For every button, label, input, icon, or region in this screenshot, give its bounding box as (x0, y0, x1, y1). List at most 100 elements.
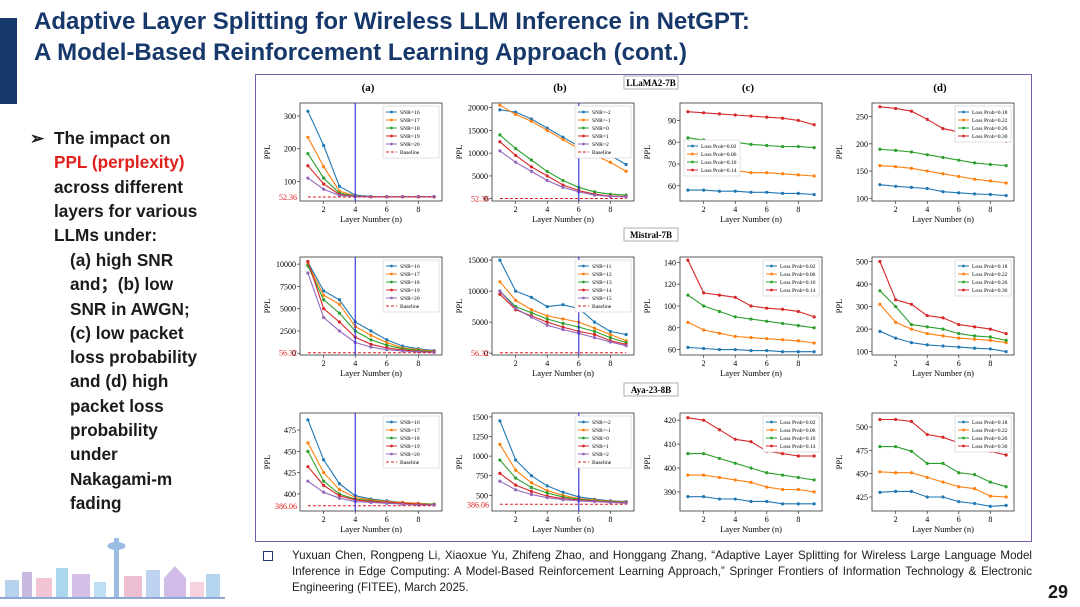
data-point (878, 470, 882, 474)
column-label: (c) (742, 82, 755, 94)
data-point (385, 340, 389, 345)
data-point (592, 329, 597, 334)
data-point (733, 334, 737, 339)
data-point (545, 496, 549, 500)
data-point (909, 322, 914, 327)
citation-text: Yuxuan Chen, Rongpeng Li, Xiaoxue Yu, Zh… (292, 549, 1032, 594)
legend-entry: Loss Prob=0.02 (701, 144, 737, 150)
x-axis-label: Layer Number (n) (532, 524, 594, 534)
model-label: Mistral-7B (630, 230, 672, 240)
data-point (878, 417, 882, 422)
data-point (514, 112, 518, 116)
legend-entry: Loss Prob=0.30 (972, 134, 1008, 140)
model-label: LLaMA2-7B (626, 78, 676, 88)
y-tick-label: 100 (664, 302, 676, 311)
data-point (925, 475, 929, 479)
data-point (878, 147, 882, 151)
data-point (957, 158, 961, 162)
data-point (561, 183, 565, 187)
figure-panel: (a) (b) (c) (d) LLaMA2-7B Mistral-7B Aya-23-8B… (255, 74, 1032, 542)
data-point (529, 117, 534, 121)
data-point (1004, 181, 1008, 185)
x-axis-label: Layer Number (n) (340, 524, 402, 534)
x-tick-label: 8 (608, 359, 612, 368)
legend-marker (770, 264, 773, 268)
data-point (702, 452, 706, 456)
data-point (561, 317, 565, 321)
data-point (624, 332, 628, 337)
y-tick-label: 400 (664, 464, 676, 473)
legend-marker (770, 428, 773, 432)
y-tick-label: 200 (856, 140, 868, 149)
data-point (306, 465, 310, 469)
legend-marker (962, 134, 965, 138)
data-point (909, 341, 914, 345)
data-point (765, 143, 769, 148)
data-point (322, 315, 326, 320)
data-point (909, 150, 914, 154)
legend-entry: Loss Prob=0.22 (972, 118, 1008, 124)
x-tick-label: 4 (353, 515, 357, 524)
x-tick-label: 4 (353, 359, 357, 368)
sub-bullet: (a) high SNR and；(b) low SNR in AWGN; (c… (70, 248, 240, 515)
data-point (941, 155, 945, 160)
bullet-line: LLMs under: (54, 225, 158, 246)
legend-entry: SNR=-1 (592, 118, 611, 124)
data-point (385, 195, 389, 199)
data-point (941, 334, 945, 338)
y-tick-label: 5000 (472, 172, 488, 181)
legend-marker (770, 436, 773, 440)
data-point (749, 190, 753, 194)
y-tick-label: 5000 (280, 305, 296, 314)
y-tick-label: 90 (668, 116, 676, 125)
data-point (686, 320, 690, 324)
data-point (780, 172, 785, 176)
column-label: (b) (553, 82, 567, 94)
data-point (498, 292, 502, 296)
data-point (322, 182, 326, 186)
legend-marker (390, 280, 393, 284)
data-point (780, 321, 785, 326)
data-point (941, 172, 945, 176)
legend-entry: SNR=18 (400, 436, 420, 442)
data-point (749, 142, 753, 146)
data-point (498, 458, 502, 462)
data-point (306, 135, 310, 139)
data-point (894, 106, 898, 111)
legend-marker (770, 420, 773, 424)
data-point (561, 135, 565, 139)
legend-marker (582, 436, 585, 440)
y-tick-label: 1250 (472, 433, 488, 442)
y-axis-label: PPL (454, 455, 464, 470)
data-point (941, 495, 945, 499)
data-point (1004, 331, 1008, 336)
y-tick-label: 100 (856, 194, 868, 203)
data-point (608, 336, 612, 340)
x-tick-label: 6 (765, 205, 769, 214)
data-point (717, 475, 722, 480)
y-tick-label: 400 (284, 490, 296, 499)
legend-marker (962, 280, 965, 284)
legend-marker (582, 264, 585, 268)
data-point (812, 315, 816, 319)
x-tick-label: 6 (957, 359, 961, 368)
legend-entry: SNR=18 (400, 280, 420, 286)
data-point (796, 173, 800, 177)
x-tick-label: 2 (702, 205, 706, 214)
page-number: 29 (1047, 582, 1068, 602)
legend-marker (770, 288, 773, 292)
data-point (717, 189, 722, 193)
legend-entry: Loss Prob=0.06 (780, 272, 816, 278)
data-point (988, 327, 992, 331)
data-point (909, 449, 914, 453)
legend-box (574, 105, 632, 159)
sub-line: Nakagami-m (70, 468, 173, 489)
data-point (529, 295, 534, 299)
data-point (529, 474, 534, 478)
legend-marker (962, 288, 965, 292)
data-point (894, 471, 898, 475)
data-point (925, 343, 929, 347)
y-axis-label: PPL (834, 299, 844, 314)
data-point (686, 188, 690, 192)
data-point (561, 303, 565, 307)
